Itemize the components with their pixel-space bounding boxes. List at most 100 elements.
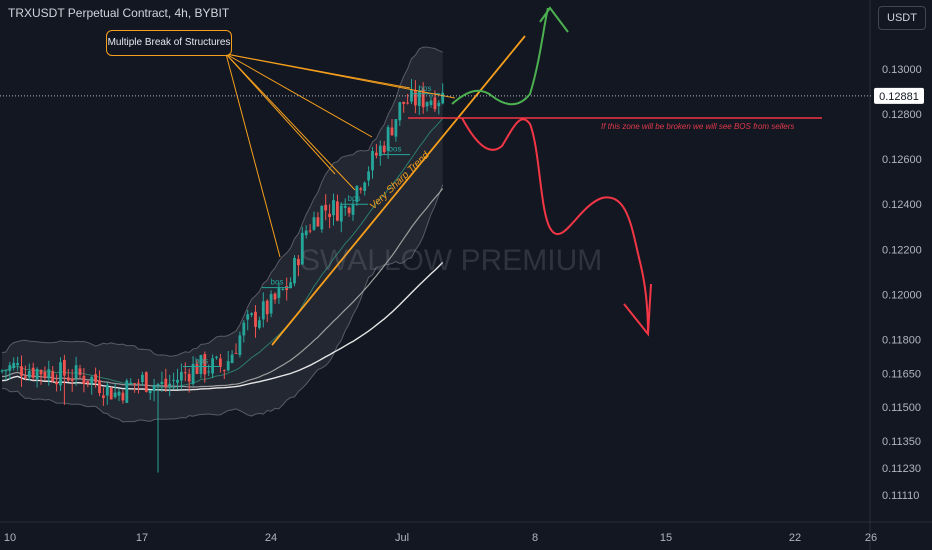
candle-body [191, 363, 195, 384]
callout-pointer [225, 53, 456, 99]
moving-average-100 [1, 261, 444, 391]
x-tick-label: 17 [136, 532, 148, 544]
callout-pointer [225, 53, 373, 138]
candle-body [133, 383, 136, 385]
candle-body [417, 90, 421, 106]
candle-body [386, 127, 390, 151]
candle-body [141, 374, 144, 383]
candle-body [402, 101, 406, 104]
candle-body [168, 383, 172, 386]
candle-body [394, 119, 398, 137]
watermark: SWALLOW PREMIUM [300, 244, 603, 277]
callout-pointer [225, 53, 336, 175]
candle-body [421, 88, 425, 108]
callout-pointer [225, 53, 356, 191]
candle-body [98, 380, 101, 394]
y-tick-label: 0.11500 [882, 402, 921, 414]
candle-body [347, 207, 351, 214]
candle-body [164, 378, 168, 388]
candle-body [343, 206, 347, 208]
candle-body [351, 204, 355, 215]
y-tick-label: 0.11800 [882, 334, 921, 346]
candle-body [172, 379, 175, 381]
candle-body [148, 390, 152, 394]
currency-button[interactable]: USDT [878, 6, 926, 30]
candle-body [43, 371, 47, 378]
candle-body [129, 382, 133, 384]
bollinger-band-fill [2, 47, 443, 422]
candle-body [78, 368, 82, 375]
candle-body [328, 213, 331, 217]
callout-pointer [225, 53, 281, 258]
candle-body [125, 380, 129, 403]
y-tick-label: 0.11110 [882, 490, 919, 502]
candle-body [105, 384, 109, 396]
candle-body [152, 385, 156, 392]
x-tick-label: 15 [660, 532, 672, 544]
candle-body [355, 185, 359, 202]
projection-up-arrow [539, 6, 569, 33]
candle-body [24, 376, 27, 378]
candle-body [51, 371, 55, 382]
candle-body [55, 382, 58, 385]
candle-body [211, 358, 214, 374]
bos-label: bos [419, 84, 432, 93]
candle-body [273, 293, 277, 300]
candle-body [27, 371, 31, 378]
y-tick-label: 0.11650 [882, 368, 921, 380]
candle-body [203, 354, 207, 375]
candle-body [183, 372, 187, 374]
x-tick-label: 10 [4, 532, 16, 544]
y-tick-label: 0.12200 [882, 244, 922, 256]
bos-label: bos [389, 145, 402, 154]
candle-body [144, 372, 148, 392]
candle-body [425, 102, 429, 107]
candle-body [308, 230, 312, 232]
candle-body [4, 370, 8, 372]
candle-body [90, 376, 94, 384]
y-tick-label: 0.11230 [882, 463, 921, 475]
candle-body [176, 379, 179, 383]
candle-body [293, 257, 296, 284]
candle-body [250, 313, 253, 315]
y-tick-label: 0.12600 [882, 154, 922, 166]
candle-body [367, 171, 370, 181]
bos-callout[interactable]: Multiple Break of Structures [106, 30, 232, 56]
y-tick-label: 0.11350 [882, 436, 921, 448]
candle-body [390, 127, 394, 136]
candle-body [289, 282, 292, 288]
candle-body [94, 374, 97, 383]
candle-body [121, 392, 125, 401]
candle-body [156, 384, 160, 386]
bos-label: bos [271, 278, 284, 287]
candle-body [230, 354, 234, 363]
candle-body [35, 368, 39, 379]
candle-body [414, 90, 417, 106]
candle-body [219, 358, 222, 367]
candle-body [258, 320, 261, 328]
bos-label: bos [348, 194, 361, 203]
candle-body [8, 365, 12, 371]
candle-body [261, 301, 265, 320]
y-tick-label: 0.12000 [882, 289, 922, 301]
trend-line [271, 35, 526, 346]
candle-body [242, 322, 246, 336]
candle-body [254, 311, 257, 327]
moving-average-50 [1, 188, 444, 388]
candle-body [137, 382, 140, 384]
candle-body [375, 152, 378, 156]
candle-body [378, 145, 382, 156]
candle-body [363, 182, 367, 191]
candle-body [265, 300, 269, 315]
x-tick-label: 26 [865, 532, 877, 544]
candle-body [113, 392, 117, 398]
candle-body [277, 288, 281, 298]
candle-body [320, 206, 324, 230]
candle-body [441, 92, 445, 104]
candle-body [20, 366, 23, 376]
candle-body [433, 97, 437, 110]
projection-up-path [451, 7, 549, 106]
candle-body [207, 371, 211, 373]
